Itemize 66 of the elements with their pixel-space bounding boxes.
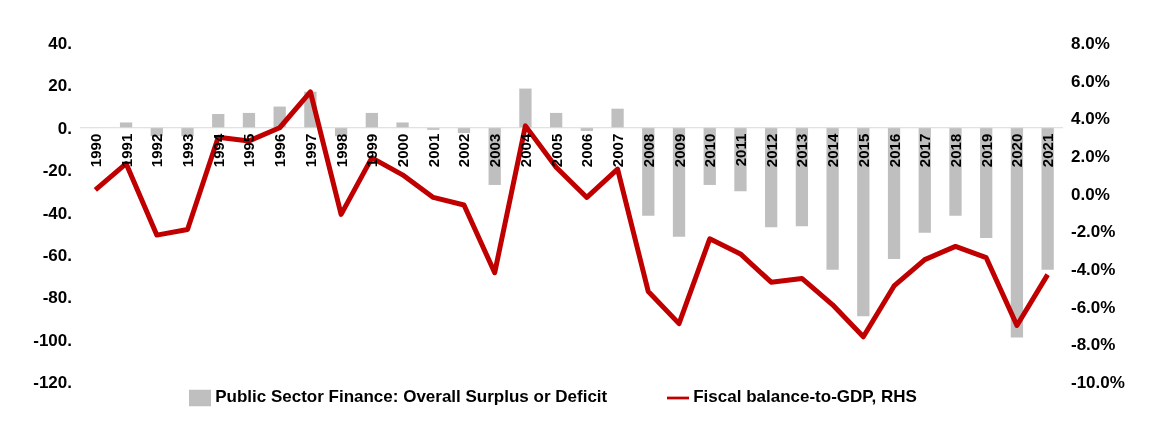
y-tick-label: -80. [42, 288, 72, 308]
bar [519, 88, 532, 128]
y-tick-label: -60. [42, 245, 72, 265]
x-tick-label: 1996 [271, 133, 289, 168]
x-tick-label: 2002 [455, 133, 473, 168]
y2-tick-label: 4.0% [1071, 109, 1110, 129]
y-tick-label: 40. [48, 34, 72, 54]
x-tick-label: 1999 [363, 133, 381, 168]
x-tick-label: 1993 [179, 133, 197, 168]
x-tick-label: 2001 [424, 133, 442, 168]
x-tick-label: 2018 [946, 133, 964, 168]
x-tick-label: 1995 [240, 133, 258, 168]
x-tick-label: 2009 [670, 133, 688, 168]
bar [396, 122, 409, 128]
bar [212, 113, 225, 128]
y-tick-label: -100. [33, 330, 72, 350]
y2-tick-label: -8.0% [1071, 335, 1116, 355]
legend-label: Public Sector Finance: Overall Surplus or Deficit [215, 387, 608, 407]
y2-tick-label: 0.0% [1071, 184, 1110, 204]
y2-tick-label: -4.0% [1071, 260, 1116, 280]
legend-label: Fiscal balance-to-GDP, RHS [693, 387, 917, 407]
y-tick-label: -120. [33, 373, 72, 393]
x-tick-label: 2016 [885, 133, 903, 168]
y2-tick-label: 6.0% [1071, 71, 1110, 91]
x-tick-label: 2015 [854, 133, 872, 168]
y-tick-label: -40. [42, 203, 72, 223]
x-tick-label: 2014 [824, 133, 842, 168]
x-tick-label: 2005 [547, 133, 565, 168]
bar [457, 127, 471, 134]
bar [580, 127, 593, 131]
bar [119, 122, 133, 128]
x-tick-label: 1997 [301, 133, 319, 168]
y2-tick-label: -6.0% [1071, 297, 1116, 317]
bar [365, 112, 378, 128]
y-tick-label: 20. [48, 76, 72, 96]
x-tick-label: 2003 [486, 133, 504, 168]
y2-tick-label: -10.0% [1071, 373, 1125, 393]
x-tick-label: 1990 [86, 133, 104, 168]
x-tick-label: 1992 [148, 133, 166, 168]
x-tick-label: 2004 [516, 133, 534, 168]
x-tick-label: 2008 [639, 133, 657, 168]
x-tick-label: 2019 [977, 133, 995, 168]
y2-tick-label: 2.0% [1071, 147, 1110, 167]
y-tick-label: 0. [57, 118, 72, 138]
x-tick-label: 1994 [209, 133, 227, 168]
x-tick-label: 2017 [916, 133, 934, 168]
x-tick-label: 2012 [762, 133, 780, 168]
x-tick-label: 2007 [609, 133, 627, 168]
bar [550, 112, 563, 128]
y2-tick-label: -2.0% [1071, 222, 1116, 242]
x-tick-label: 2020 [1008, 133, 1026, 168]
y2-tick-label: 8.0% [1071, 34, 1110, 54]
bar [242, 112, 256, 128]
x-tick-label: 2021 [1039, 133, 1057, 168]
x-tick-label: 2010 [701, 133, 719, 168]
bar [826, 127, 839, 270]
x-tick-label: 1998 [332, 133, 350, 168]
x-tick-label: 2011 [731, 133, 749, 167]
x-tick-label: 1991 [117, 133, 135, 168]
bar [611, 108, 624, 128]
x-tick-label: 2013 [793, 133, 811, 168]
x-tick-label: 2000 [394, 133, 412, 168]
bar [427, 127, 440, 130]
y-tick-label: -20. [42, 161, 72, 181]
bar [1041, 127, 1054, 270]
x-tick-label: 2006 [578, 133, 596, 168]
